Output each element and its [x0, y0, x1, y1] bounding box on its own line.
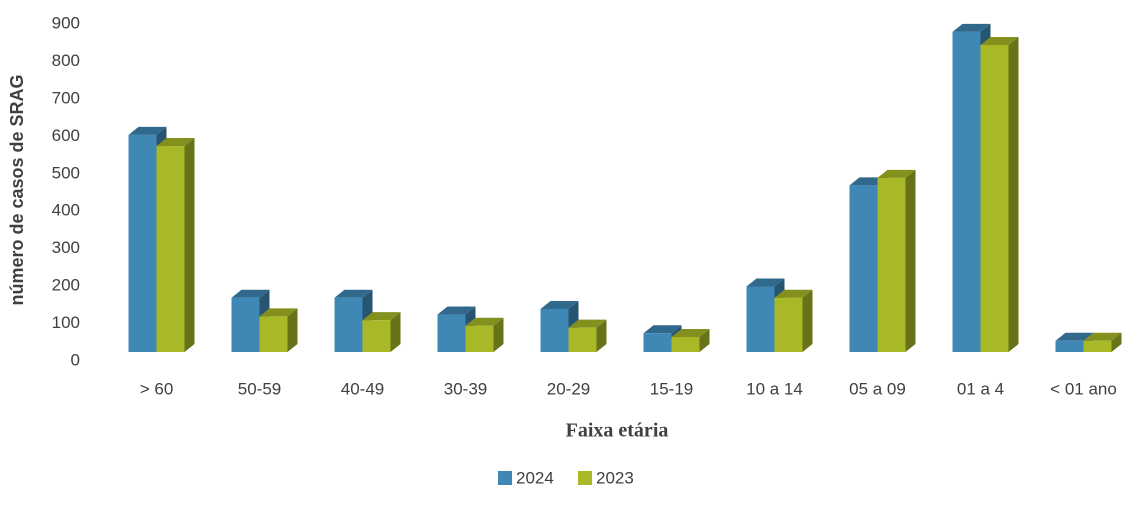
bar-front: [540, 308, 569, 352]
y-axis-title: número de casos de SRAG: [7, 74, 27, 305]
bar-side: [1008, 36, 1019, 352]
bar-top: [877, 169, 916, 178]
bar: [362, 312, 401, 352]
legend-label: 2023: [596, 468, 634, 487]
bar-front: [643, 333, 672, 352]
y-tick-label: 0: [71, 350, 80, 369]
bar-side: [905, 169, 916, 352]
bar-top: [259, 308, 298, 317]
bar: [334, 289, 373, 352]
bar-side: [493, 317, 504, 352]
bar-side: [390, 312, 401, 352]
bar-top: [156, 138, 195, 147]
bar-front: [1055, 340, 1084, 352]
bar-top: [465, 317, 504, 326]
y-tick-label: 400: [52, 201, 80, 220]
bar-front: [156, 146, 185, 352]
bar-front: [1083, 340, 1112, 352]
bar-front: [774, 297, 803, 352]
bar-side: [596, 319, 607, 352]
bar-top: [980, 36, 1019, 45]
x-tick-label: 20-29: [547, 379, 590, 398]
y-tick-label: 600: [52, 126, 80, 145]
bar-front: [362, 320, 391, 352]
bar: [774, 289, 813, 352]
x-axis-title: Faixa etária: [566, 420, 669, 442]
bar-side: [802, 289, 813, 352]
bar-top: [540, 300, 579, 309]
bar-side: [699, 329, 710, 352]
bar-front: [231, 297, 260, 352]
bar-top: [774, 289, 813, 298]
bar-top: [643, 325, 682, 334]
legend-swatch: [578, 471, 592, 485]
bar: [231, 289, 270, 352]
y-tick-label: 500: [52, 163, 80, 182]
bar-top: [437, 306, 476, 315]
x-tick-label: > 60: [140, 379, 174, 398]
legend-label: 2024: [516, 468, 554, 487]
bar: [259, 308, 298, 352]
x-tick-label: 50-59: [238, 379, 281, 398]
bar-top: [231, 289, 270, 298]
bar: [1083, 332, 1122, 352]
bar-top: [334, 289, 373, 298]
bar: [671, 329, 710, 352]
bar-top: [1083, 332, 1122, 341]
bar: [980, 36, 1019, 352]
bar-front: [980, 44, 1009, 352]
y-tick-label: 300: [52, 238, 80, 257]
x-tick-label: 30-39: [444, 379, 487, 398]
bar-front: [128, 134, 157, 352]
bar: [156, 138, 195, 352]
x-tick-label: 10 a 14: [746, 379, 803, 398]
y-tick-label: 900: [52, 13, 80, 32]
y-tick-label: 700: [52, 88, 80, 107]
bar-front: [334, 297, 363, 352]
bar-top: [362, 312, 401, 321]
y-tick-label: 100: [52, 313, 80, 332]
bar: [568, 319, 607, 352]
x-tick-label: 15-19: [650, 379, 693, 398]
bar-front: [671, 337, 700, 352]
bar-top: [671, 329, 710, 338]
y-tick-label: 800: [52, 51, 80, 70]
bar-side: [184, 138, 195, 352]
x-tick-label: 01 a 4: [957, 379, 1004, 398]
bar-front: [849, 185, 878, 352]
x-tick-label: 05 a 09: [849, 379, 906, 398]
bar-front: [568, 327, 597, 352]
bar-side: [287, 308, 298, 352]
bar-front: [437, 314, 466, 352]
bar: [877, 169, 916, 352]
bar-top: [746, 278, 785, 287]
bar-front: [465, 325, 494, 352]
bar: [465, 317, 504, 352]
bar-top: [1055, 332, 1094, 341]
y-tick-label: 200: [52, 276, 80, 295]
x-tick-label: 40-49: [341, 379, 384, 398]
bar-top: [128, 126, 167, 135]
legend-swatch: [498, 471, 512, 485]
bar-front: [746, 286, 775, 352]
bar-top: [568, 319, 607, 328]
bar-front: [877, 177, 906, 352]
x-tick-label: < 01 ano: [1050, 379, 1117, 398]
bar-front: [952, 31, 981, 352]
bar-side: [1111, 332, 1122, 352]
bar-top: [952, 23, 991, 32]
bar-front: [259, 316, 288, 352]
